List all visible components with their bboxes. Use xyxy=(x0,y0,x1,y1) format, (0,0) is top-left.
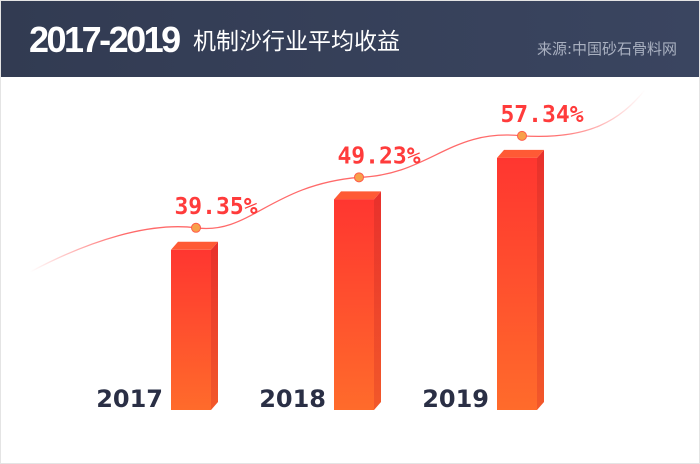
bar xyxy=(171,249,211,410)
bar-top xyxy=(497,149,544,158)
trend-line xyxy=(29,89,646,273)
year-label: 2019 xyxy=(422,385,489,413)
bar-side xyxy=(374,191,381,410)
title-years: 2017-2019 xyxy=(29,19,181,60)
source-label: 来源:中国砂石骨料网 xyxy=(536,40,677,58)
bar-top xyxy=(334,191,381,200)
value-label: 39.35% xyxy=(174,194,257,220)
year-label: 2017 xyxy=(96,385,163,413)
point-marker xyxy=(517,130,527,141)
bar xyxy=(497,157,537,410)
bar-top xyxy=(171,241,218,250)
bar-side xyxy=(537,149,544,410)
value-label: 57.34% xyxy=(500,102,583,128)
bar xyxy=(334,199,374,410)
point-marker xyxy=(191,222,201,233)
header-banner: 2017-2019 机制沙行业平均收益 来源:中国砂石骨料网 xyxy=(1,1,699,77)
value-label: 49.23% xyxy=(337,143,420,169)
title-text: 机制沙行业平均收益 xyxy=(193,29,400,55)
point-marker xyxy=(354,172,364,183)
bar-side xyxy=(211,241,218,410)
year-label: 2018 xyxy=(259,385,326,413)
